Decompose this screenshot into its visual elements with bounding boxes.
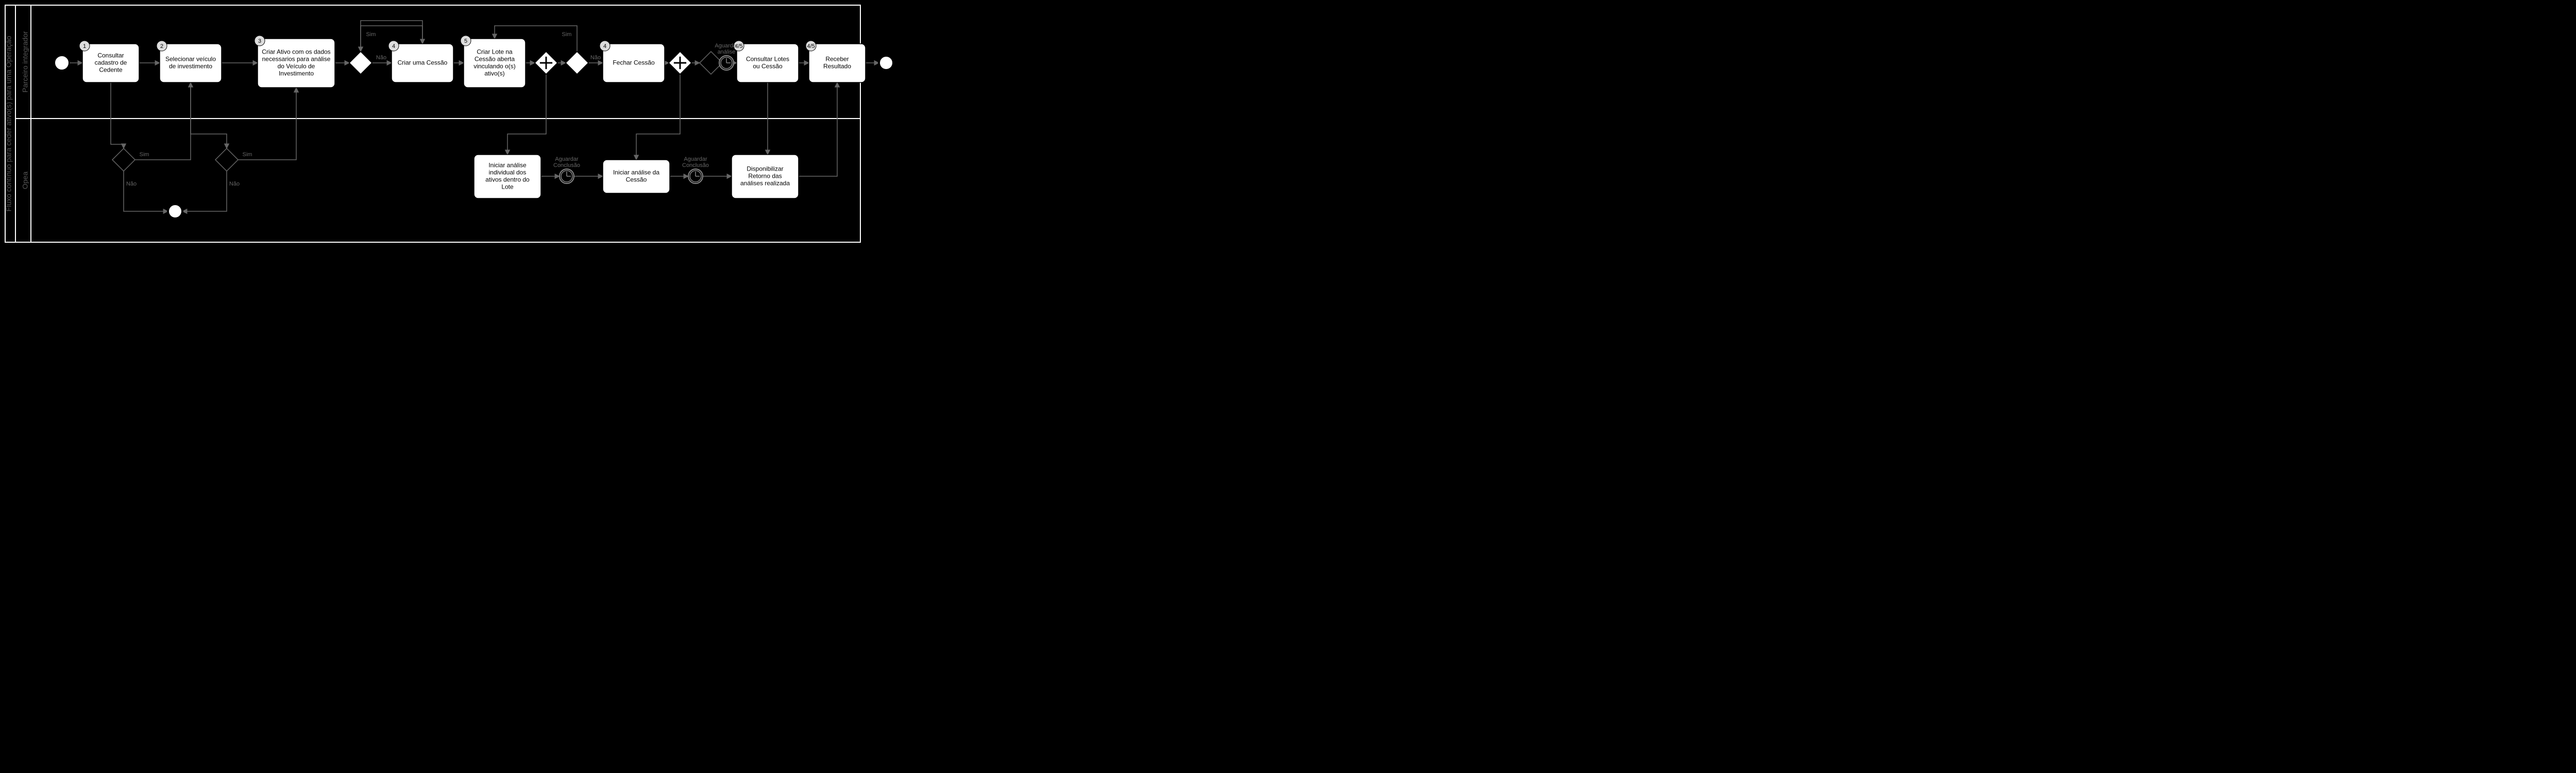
edge-label: Sim [243,152,252,158]
task: Consultarcadastro deCedente 1 [79,41,139,82]
task-badge-text: 4 [603,43,606,49]
task: Iniciar análise daCessão [603,160,670,193]
lane-label: Parceiro integrador [21,31,29,92]
timer-label: análise [718,49,736,55]
task-label: cadastro de [95,59,127,66]
task-label: Criar Lote na [477,48,513,56]
task-label: Retorno das [748,173,782,180]
task: Criar uma Cessão 4 [388,41,453,82]
task-label: Selecionar veículo [165,56,216,63]
lane-label: Opea [21,172,29,189]
task-label: Consultar [97,52,124,59]
task: ReceberResultado 4/5 [806,41,866,82]
task-label: Disponibilizar [747,165,783,173]
task-label: vinculando o(s) [473,63,515,70]
task-label: Criar uma Cessão [398,59,448,66]
task: Selecionar veículode investimento 2 [157,41,222,82]
edge-label: Não [229,181,240,187]
task-label: do Veículo de [278,63,315,70]
task-label: análises realizada [740,180,790,187]
task-badge-text: 4 [392,43,395,49]
task-label: Investimento [279,70,314,77]
task-label: ou Cessão [753,63,783,70]
timer-label: Aguardar [715,43,738,49]
task-label: Lote [501,183,514,191]
task: Fechar Cessão 4 [600,41,665,82]
task: Iniciar análiseindividual dosativos dent… [474,155,541,198]
task: Consultar Lotesou Cessão4/5 [734,41,799,82]
task-badge-text: 2 [160,43,163,49]
task-label: Receber [825,56,849,63]
task-label: Consultar Lotes [746,56,789,63]
task-label: Iniciar análise [488,162,527,169]
edge-label: Sim [140,152,149,158]
task-badge-text: 5 [464,38,467,44]
task-label: de investimento [169,63,212,70]
task-badge-text: 4/5 [807,43,815,49]
timer-label: Aguardar [684,156,707,162]
end-event [168,204,182,219]
start-event [55,56,69,70]
task-label: Fechar Cessão [613,59,655,66]
task-label: Cessão [626,176,647,183]
timer-label: Conclusão [682,162,709,169]
task-label: necessarios para análise [262,56,331,63]
edge-label: Não [126,181,137,187]
edge-label: Não [590,55,601,61]
task-badge-text: 1 [83,43,86,49]
end-event [879,56,893,70]
task: Criar Lote naCessão abertavinculando o(s… [461,36,526,88]
task-label: Cedente [99,66,123,74]
task-label: ativo(s) [484,70,504,77]
task-label: Resultado [823,63,851,70]
task-label: individual dos [489,169,527,176]
timer-label: Aguardar [555,156,579,162]
task-label: Cessão aberta [474,56,515,63]
bpmn-diagram: Fluxo contínuo para ceder ativo(s) para … [0,0,896,247]
task-label: Iniciar análise da [613,169,659,176]
task: Criar Ativo com os dadosnecessarios para… [255,36,335,88]
timer-label: Conclusão [553,162,580,169]
edge-label: Sim [366,31,376,38]
task-label: Criar Ativo com os dados [262,48,330,56]
task-badge-text: 3 [258,38,261,44]
edge-label: Não [376,55,386,61]
pool-title: Fluxo contínuo para ceder ativo(s) para … [5,36,13,211]
task-label: ativos dentro do [485,176,530,183]
edge-label: Sim [562,31,572,38]
task: DisponibilizarRetorno dasanálises realiz… [732,155,799,198]
